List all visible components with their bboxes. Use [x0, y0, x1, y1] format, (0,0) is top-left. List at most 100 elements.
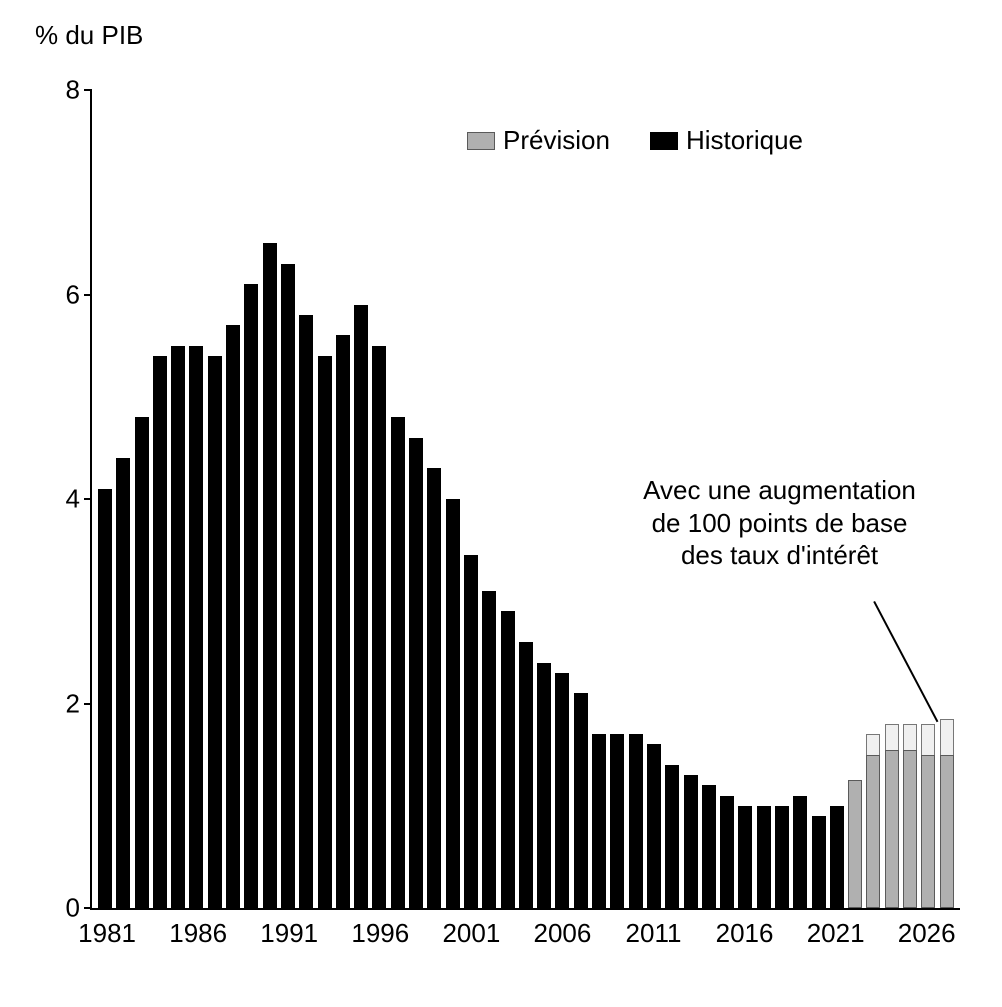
bar-prevision	[921, 755, 935, 908]
bar-slot	[98, 90, 112, 908]
bar-slot	[684, 90, 698, 908]
bar-slot	[921, 90, 935, 908]
bar-slot	[720, 90, 734, 908]
bar-historique	[189, 346, 203, 908]
bar-slot	[848, 90, 862, 908]
bar-slot	[116, 90, 130, 908]
bar-historique	[116, 458, 130, 908]
y-tick-mark	[84, 294, 92, 296]
bar-slot	[409, 90, 423, 908]
bar-slot	[226, 90, 240, 908]
bar-prevision	[903, 750, 917, 908]
bar-historique	[409, 438, 423, 908]
y-axis-title: % du PIB	[35, 20, 143, 51]
x-tick-label: 2021	[807, 908, 865, 949]
bar-historique	[482, 591, 496, 908]
bar-historique	[775, 806, 789, 908]
bar-historique	[830, 806, 844, 908]
bar-slot	[263, 90, 277, 908]
bar-slot	[299, 90, 313, 908]
bar-slot	[244, 90, 258, 908]
bar-historique	[446, 499, 460, 908]
bar-slot	[354, 90, 368, 908]
bar-historique	[354, 305, 368, 908]
bar-slot	[866, 90, 880, 908]
bar-slot	[427, 90, 441, 908]
bar-slot	[629, 90, 643, 908]
bar-historique	[318, 356, 332, 908]
bar-historique	[738, 806, 752, 908]
x-tick-label: 2001	[442, 908, 500, 949]
bar-historique	[647, 744, 661, 908]
bar-slot	[391, 90, 405, 908]
bar-historique	[574, 693, 588, 908]
bar-slot	[665, 90, 679, 908]
x-tick-label: 2016	[716, 908, 774, 949]
bar-historique	[501, 611, 515, 908]
bar-slot	[153, 90, 167, 908]
bar-historique	[665, 765, 679, 908]
bar-slot	[647, 90, 661, 908]
chart-container: % du PIB PrévisionHistorique Avec une au…	[35, 20, 975, 980]
bar-slot	[171, 90, 185, 908]
bar-slot	[281, 90, 295, 908]
x-tick-label: 2011	[626, 908, 682, 949]
bar-historique	[464, 555, 478, 908]
bar-prevision	[885, 750, 899, 908]
bars-wrap	[92, 90, 960, 908]
bar-slot	[574, 90, 588, 908]
bar-historique	[629, 734, 643, 908]
bar-slot	[885, 90, 899, 908]
bar-slot	[610, 90, 624, 908]
bar-slot	[464, 90, 478, 908]
plot-area: PrévisionHistorique Avec une augmentatio…	[90, 90, 960, 910]
y-tick-mark	[84, 498, 92, 500]
bar-historique	[171, 346, 185, 908]
bar-slot	[812, 90, 826, 908]
bar-historique	[610, 734, 624, 908]
bar-historique	[519, 642, 533, 908]
bar-slot	[738, 90, 752, 908]
bar-historique	[135, 417, 149, 908]
bar-slot	[318, 90, 332, 908]
bar-slot	[757, 90, 771, 908]
bar-prevision	[848, 780, 862, 908]
bar-slot	[208, 90, 222, 908]
bar-historique	[372, 346, 386, 908]
bar-slot	[592, 90, 606, 908]
bar-historique	[299, 315, 313, 908]
x-tick-label: 2026	[898, 908, 956, 949]
bar-slot	[135, 90, 149, 908]
bar-historique	[153, 356, 167, 908]
y-tick-mark	[84, 703, 92, 705]
x-tick-label: 1996	[351, 908, 409, 949]
bar-prevision	[866, 755, 880, 908]
bar-historique	[720, 796, 734, 908]
bar-slot	[519, 90, 533, 908]
bar-slot	[537, 90, 551, 908]
bar-slot	[336, 90, 350, 908]
bar-historique	[391, 417, 405, 908]
bar-slot	[775, 90, 789, 908]
bar-slot	[446, 90, 460, 908]
bar-historique	[812, 816, 826, 908]
bar-historique	[702, 785, 716, 908]
bar-historique	[592, 734, 606, 908]
bar-historique	[537, 663, 551, 908]
bar-slot	[940, 90, 954, 908]
bar-historique	[98, 489, 112, 908]
bar-prevision	[940, 755, 954, 908]
bar-historique	[684, 775, 698, 908]
bar-historique	[555, 673, 569, 908]
x-tick-label: 1981	[78, 908, 136, 949]
bar-historique	[244, 284, 258, 908]
bar-historique	[427, 468, 441, 908]
bar-historique	[757, 806, 771, 908]
bar-slot	[830, 90, 844, 908]
bar-slot	[903, 90, 917, 908]
bar-slot	[372, 90, 386, 908]
bar-historique	[226, 325, 240, 908]
bar-slot	[482, 90, 496, 908]
bar-historique	[208, 356, 222, 908]
x-tick-label: 1986	[169, 908, 227, 949]
